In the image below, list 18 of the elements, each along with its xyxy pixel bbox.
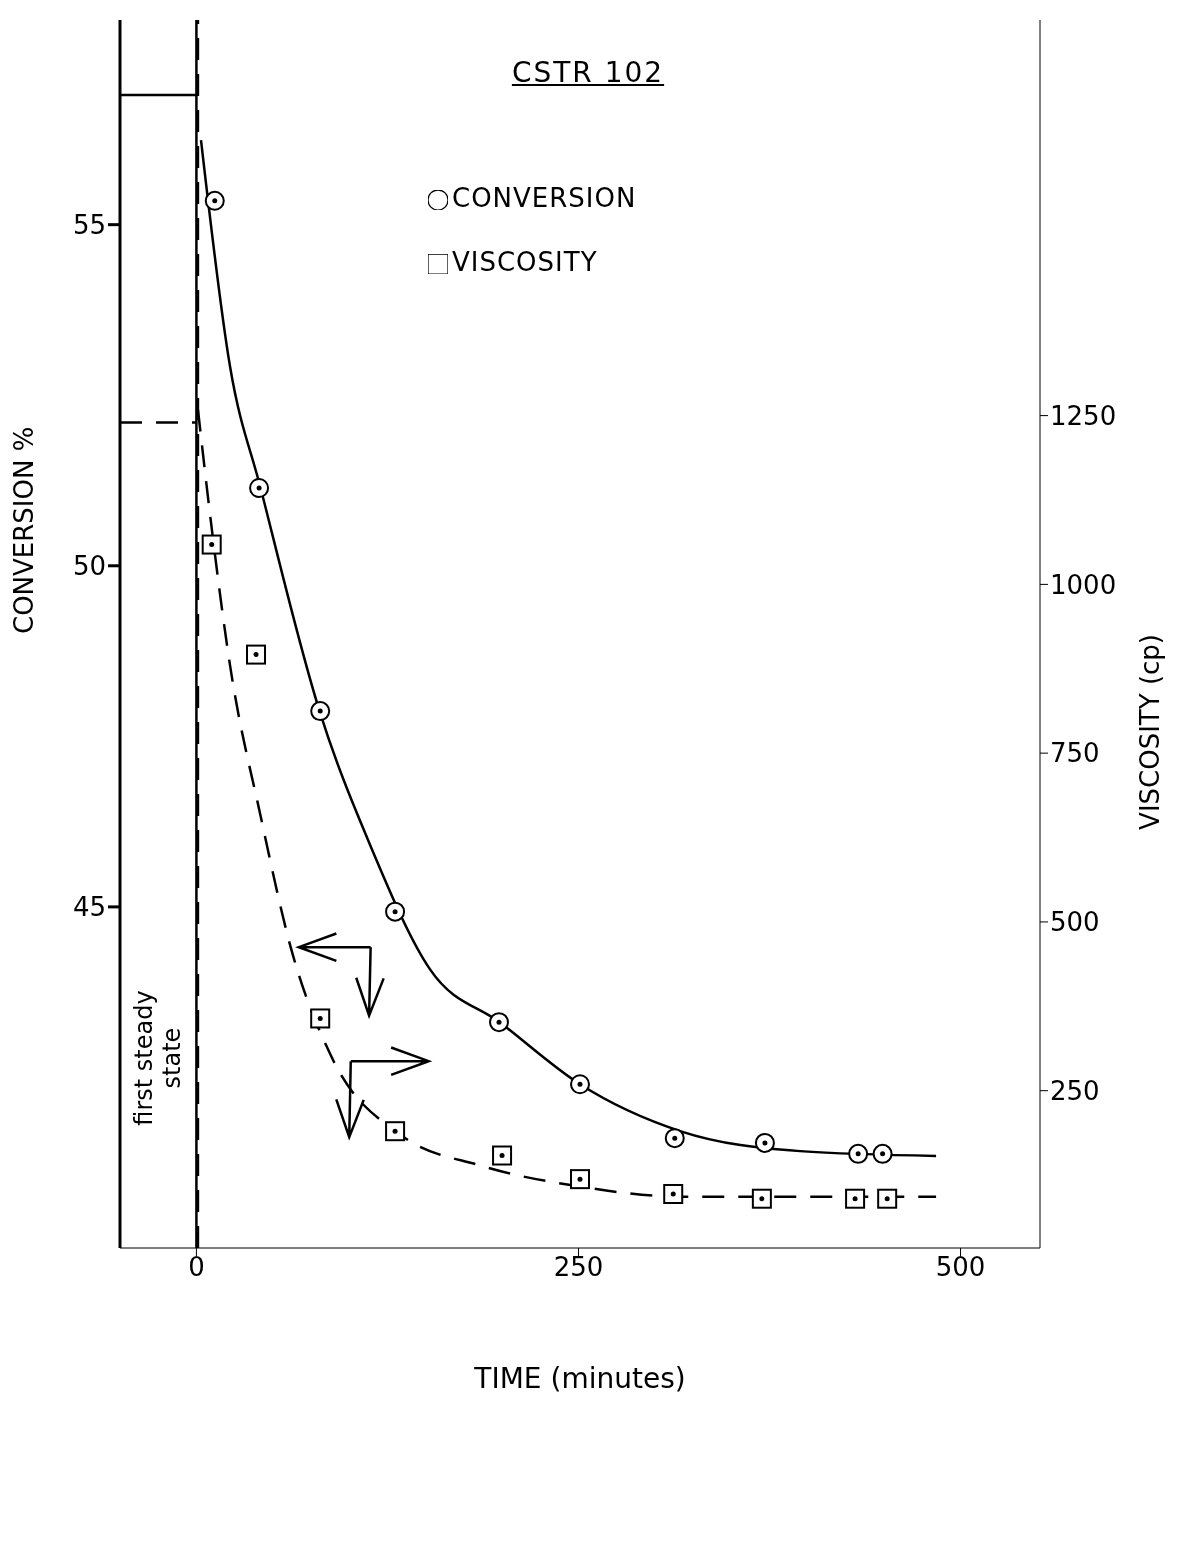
x-tick-label: 250	[553, 1252, 604, 1283]
x-axis-title: TIME (minutes)	[473, 1362, 686, 1395]
y-tick-label: 55	[72, 209, 106, 240]
y-axis-title: CONVERSION %	[9, 426, 40, 634]
x-tick-label: 500	[935, 1252, 986, 1283]
x-tick-label: 0	[188, 1252, 205, 1283]
y2-tick-label: 250	[1050, 1075, 1100, 1106]
text: CSTR 102	[510, 56, 666, 89]
y-tick-label: 45	[72, 892, 106, 923]
y2-tick-label: 500	[1050, 907, 1100, 938]
legend-label: VISCOSITY	[452, 246, 599, 279]
y2-tick-label: 750	[1050, 738, 1100, 769]
y2-tick-label: 1000	[1050, 569, 1117, 600]
ref-line-label: first steady state	[130, 990, 187, 1126]
y2-tick-label: 1250	[1050, 400, 1117, 431]
y2-axis-title: VISCOSITY (cp)	[1135, 634, 1166, 830]
legend-label: CONVERSION	[452, 182, 638, 215]
y-tick-label: 50	[72, 551, 106, 582]
